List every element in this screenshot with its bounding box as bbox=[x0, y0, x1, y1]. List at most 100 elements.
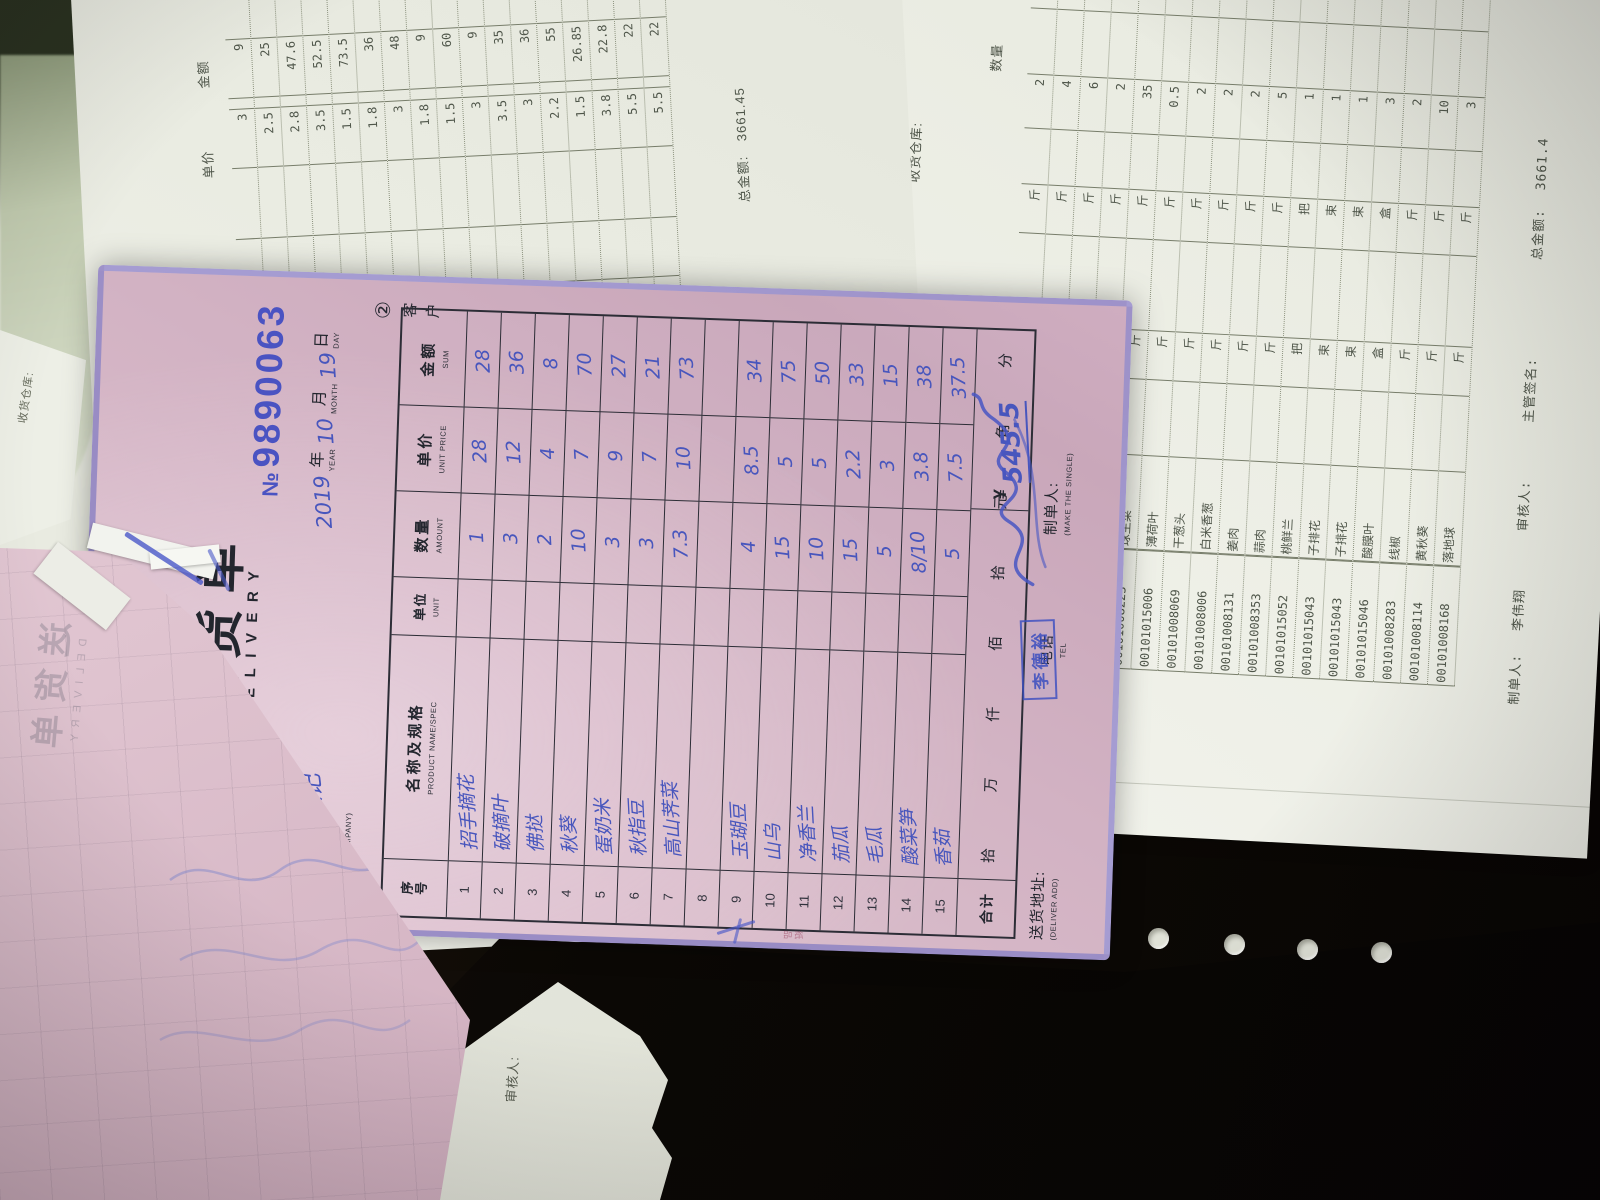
row-sum: 38 bbox=[906, 328, 943, 425]
unit-cell-2: 斤 bbox=[1153, 190, 1183, 242]
unit-cell-2: 束 bbox=[1315, 198, 1345, 250]
product-name: 黄秋葵 bbox=[1407, 468, 1439, 566]
copy-number: ② bbox=[372, 300, 396, 320]
price-cell: 9 bbox=[1462, 0, 1492, 33]
sum-cell: 22.8 bbox=[588, 18, 617, 81]
spacer bbox=[660, 147, 664, 217]
spacer bbox=[1182, 382, 1186, 457]
unit-cell-2: 斤 bbox=[1045, 184, 1075, 236]
sum-cell: 48 bbox=[381, 29, 410, 92]
row-price: 3.8 bbox=[903, 422, 940, 511]
spacer bbox=[1391, 27, 1394, 92]
row-price bbox=[699, 415, 736, 503]
product-name: 姜肉 bbox=[1218, 459, 1250, 556]
row-price: 9 bbox=[597, 412, 634, 500]
spacer bbox=[504, 155, 508, 225]
spacer bbox=[1358, 146, 1361, 201]
row-sum: 34 bbox=[736, 323, 773, 419]
unit-cell-2: 斤 bbox=[1072, 185, 1102, 238]
spacer bbox=[1135, 239, 1140, 329]
unit-cell-2: 斤 bbox=[1099, 187, 1129, 239]
day-value: 19 bbox=[315, 351, 341, 381]
sum-cell: 25 bbox=[251, 36, 280, 98]
row-no: 14 bbox=[898, 897, 914, 913]
unit-cell: 斤 bbox=[1443, 345, 1472, 397]
bleedthrough-title: 送货单 DELIVERY bbox=[18, 620, 91, 763]
month-en: MONTH bbox=[329, 383, 340, 415]
price-cell: 3.8 bbox=[592, 88, 621, 151]
sprocket-hole bbox=[1224, 934, 1245, 955]
price-cell: 3 bbox=[1057, 0, 1087, 12]
row-amount: 5 bbox=[866, 507, 903, 595]
year-en: YEAR bbox=[327, 448, 338, 472]
row-no: 2 bbox=[490, 887, 506, 895]
spacer bbox=[449, 88, 450, 98]
row-no: 7 bbox=[660, 893, 676, 901]
qty-cell: 3 bbox=[1455, 95, 1485, 153]
sum-cell: 35 bbox=[485, 24, 514, 86]
unit-cell-2: 束 bbox=[1342, 200, 1372, 252]
row-sum: 36 bbox=[498, 314, 535, 410]
qty-cell: 1 bbox=[1348, 90, 1377, 147]
unit-cell-2: 盒 bbox=[1369, 201, 1399, 253]
price-cell: 5.5 bbox=[618, 87, 647, 149]
qty-cell: 3 bbox=[1374, 91, 1404, 148]
spacer bbox=[1310, 23, 1313, 88]
row-amount: 7.3 bbox=[662, 500, 699, 588]
reviewer-label: 审核人: bbox=[1516, 480, 1534, 532]
qty-cell bbox=[521, 222, 550, 285]
price-cell: 1.5 bbox=[436, 97, 465, 159]
spacer bbox=[423, 89, 424, 99]
product-name: 蒜肉 bbox=[1245, 460, 1277, 557]
qty-cell: 35 bbox=[1132, 78, 1162, 136]
row-amount: 2 bbox=[526, 495, 563, 583]
row-unit bbox=[626, 585, 662, 645]
col-sum: 金额 SUM bbox=[399, 311, 467, 408]
row-price: 12 bbox=[495, 408, 532, 496]
spacer bbox=[416, 0, 420, 29]
row-unit bbox=[660, 586, 696, 646]
spacer bbox=[374, 162, 378, 232]
spacer bbox=[1035, 129, 1038, 184]
row-unit bbox=[898, 594, 934, 654]
unit-cell: 束 bbox=[1335, 339, 1364, 392]
row-unit bbox=[830, 592, 866, 652]
bleedthrough-scribbles bbox=[159, 858, 421, 1042]
row-amount: 3 bbox=[628, 499, 665, 587]
row-sum: 8 bbox=[532, 315, 569, 412]
spacer bbox=[312, 0, 316, 35]
sum-cell: 36 bbox=[355, 31, 384, 93]
price-cell: 28 bbox=[1354, 0, 1384, 27]
spacer bbox=[1304, 143, 1307, 198]
product-name: 子排花 bbox=[1326, 464, 1358, 561]
spacer bbox=[520, 0, 524, 24]
qty-cell: 2 bbox=[1213, 83, 1243, 140]
spacer bbox=[1459, 256, 1464, 346]
year-label: 年 YEAR bbox=[303, 448, 338, 472]
sum-cell: 52.5 bbox=[303, 33, 332, 96]
maker-name: 李伟翔 bbox=[1510, 588, 1529, 632]
unit-cell: 斤 bbox=[1146, 330, 1176, 382]
price-cell: 6 bbox=[1246, 0, 1276, 22]
right-sheet-footer: 制单人: 李伟翔 审核人: 主管签名: 总金额: 3661.4 bbox=[1503, 0, 1568, 705]
price-cell: 3 bbox=[514, 92, 543, 155]
unit-cell: 斤 bbox=[1200, 332, 1229, 385]
spacer bbox=[1466, 151, 1469, 206]
spacer bbox=[1162, 241, 1167, 331]
day-en: DAY bbox=[331, 331, 342, 349]
printshop-imprint: 纸品 bbox=[781, 928, 804, 940]
price-cell: 4 bbox=[1219, 0, 1249, 20]
sprocket-hole bbox=[1371, 942, 1392, 963]
qty-cell: 2 bbox=[1186, 81, 1216, 139]
spacer bbox=[656, 77, 657, 87]
total-amount: 总金额: 3661.45 bbox=[729, 87, 754, 203]
note-table-body: 1 招手摘花 1 28 28 2 破摘叶 3 12 36 bbox=[445, 311, 977, 935]
row-amount: 4 bbox=[730, 502, 767, 591]
total-amount: 总金额: 3661.4 bbox=[1526, 137, 1551, 260]
spacer bbox=[442, 0, 446, 28]
supervisor-label: 主管签名: bbox=[1521, 357, 1541, 423]
sum-cell: 9 bbox=[225, 38, 254, 100]
unit-cell: 斤 bbox=[1254, 335, 1283, 387]
qty-cell: 2 bbox=[1105, 77, 1135, 134]
spacer bbox=[1189, 242, 1194, 332]
